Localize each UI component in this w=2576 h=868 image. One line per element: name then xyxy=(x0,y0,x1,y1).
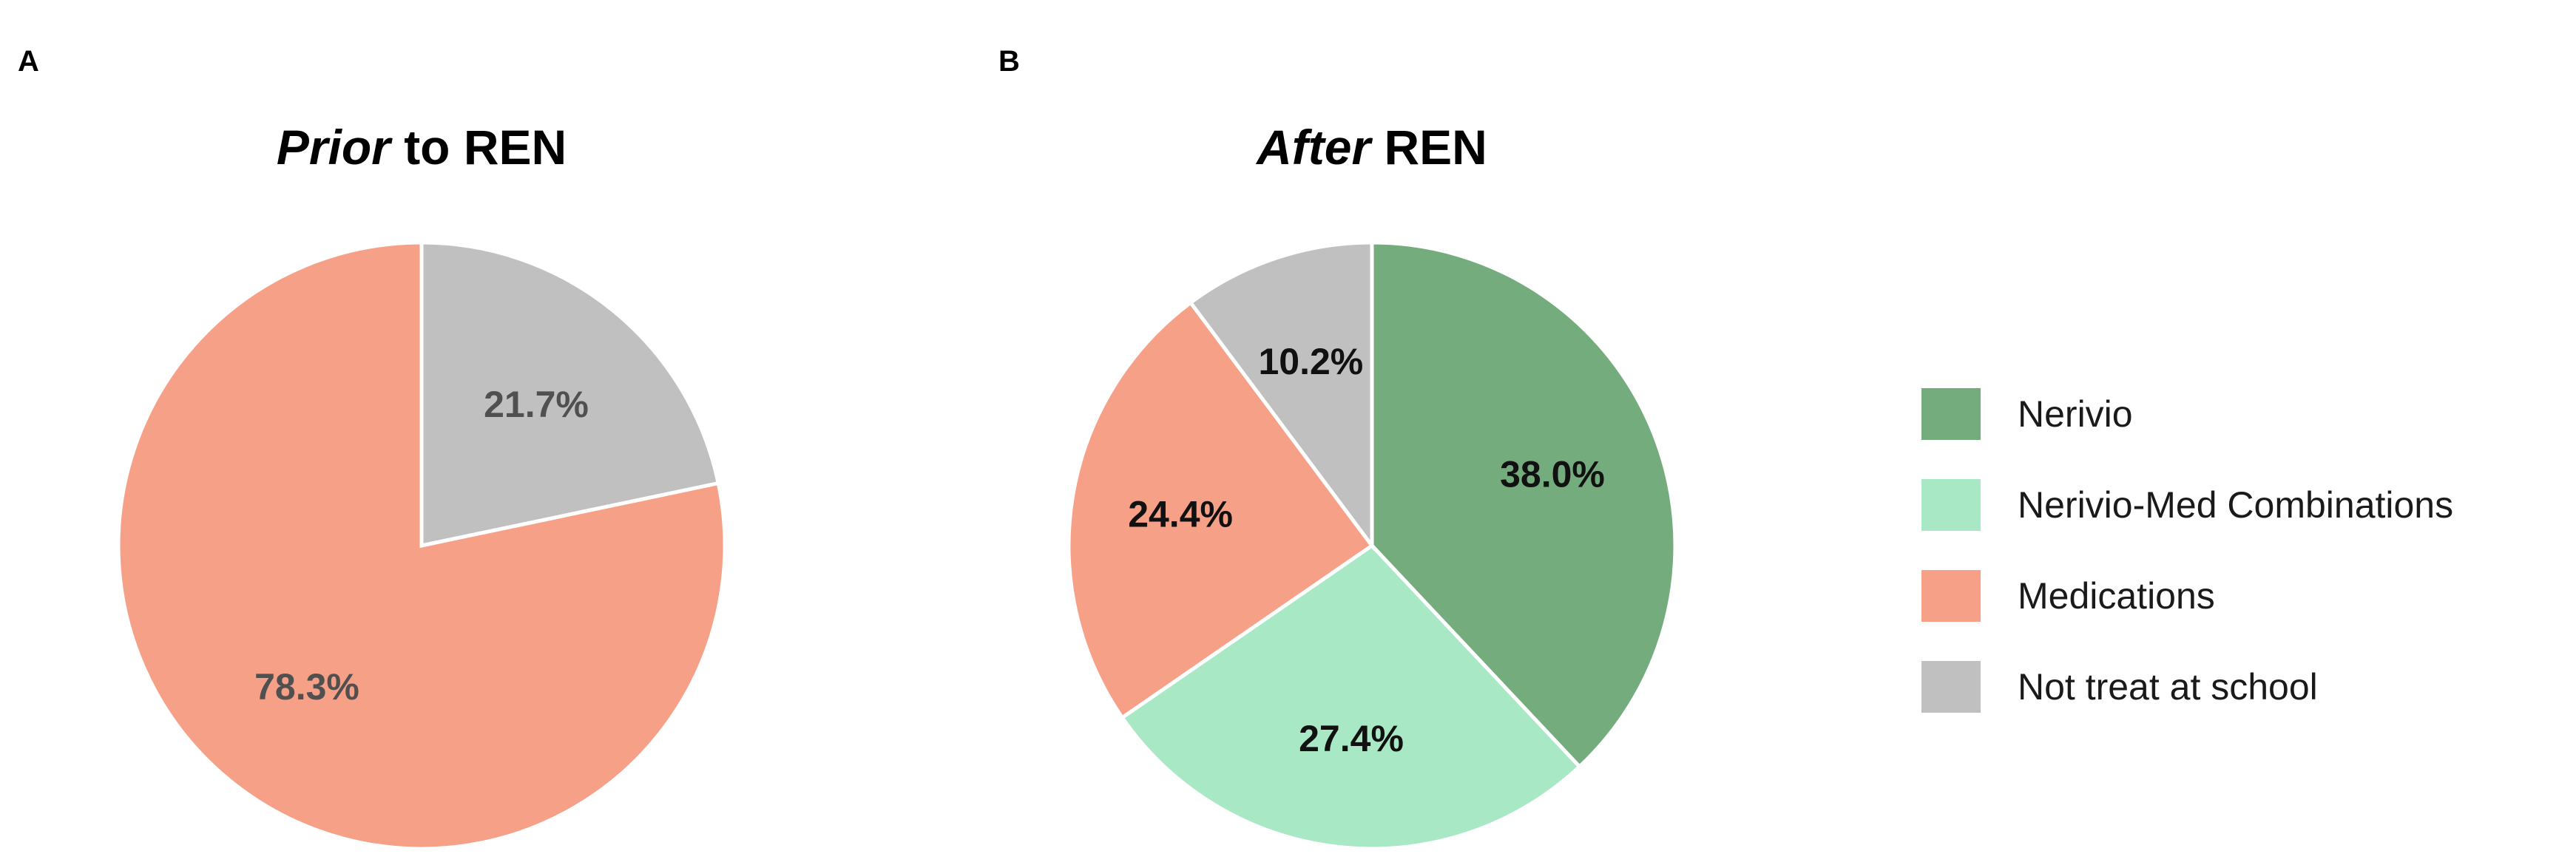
pie-chart-b: 38.0% 27.4% 24.4% 10.2% xyxy=(1066,240,1677,851)
pie-b-label-nerivio-med-combinations: 27.4% xyxy=(1299,718,1404,759)
legend-swatch-nerivio xyxy=(1921,388,1981,440)
legend-label-medications: Medications xyxy=(2018,575,2215,617)
legend-swatch-not-treat-at-school xyxy=(1921,661,1981,713)
pie-b-slice-nerivio xyxy=(1370,240,1677,770)
legend-label-not-treat-at-school: Not treat at school xyxy=(2018,666,2318,708)
legend-swatch-nerivio-med-combinations xyxy=(1921,479,1981,531)
chart-title-b-italic: After xyxy=(1255,120,1373,174)
legend-label-nerivio-med-combinations: Nerivio-Med Combinations xyxy=(2018,484,2453,526)
pie-b-slice-medications xyxy=(1066,299,1375,721)
pie-b-label-nerivio: 38.0% xyxy=(1500,453,1605,495)
legend-swatch-medications xyxy=(1921,570,1981,622)
chart-title-a: Prior to REN xyxy=(277,120,567,174)
legend-label-nerivio: Nerivio xyxy=(2018,393,2133,435)
pie-a-label-not-treat-at-school: 21.7% xyxy=(484,384,589,425)
chart-title-b: After REN xyxy=(1255,120,1487,174)
chart-title-b-rest: REN xyxy=(1370,120,1487,174)
panel-letter-b: B xyxy=(998,45,1020,78)
pie-b-label-not-treat-at-school: 10.2% xyxy=(1258,341,1363,382)
pie-chart-a: 21.7% 78.3% xyxy=(116,240,727,851)
legend: Nerivio Nerivio-Med Combinations Medicatio… xyxy=(1921,388,2453,713)
chart-title-a-rest: to REN xyxy=(391,120,567,174)
pie-b-slice-not-treat-at-school xyxy=(1188,240,1374,552)
pie-b-label-medications: 24.4% xyxy=(1128,493,1233,535)
chart-title-a-italic: Prior xyxy=(277,120,393,174)
pie-a-slice-medications xyxy=(116,240,727,851)
pie-b-slice-nerivio-med-combinations xyxy=(1119,543,1583,851)
panel-letter-a: A xyxy=(18,45,39,78)
pie-a-label-medications: 78.3% xyxy=(254,666,359,708)
pie-a-slice-not-treat-at-school xyxy=(419,240,721,549)
